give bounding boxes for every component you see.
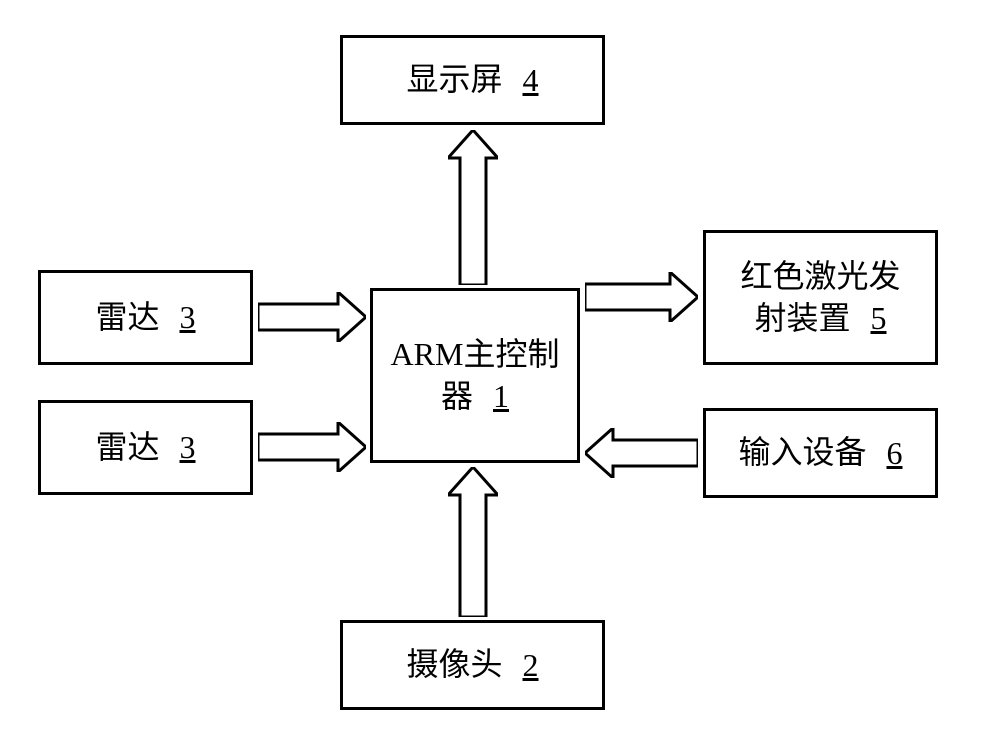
input-label-row: 输入设备 6 <box>738 432 902 474</box>
radar2-number: 3 <box>180 429 196 466</box>
controller-label-line1: ARM主控制 <box>391 334 560 376</box>
radar2-label: 雷达 <box>95 427 159 469</box>
radar2-box: 雷达 3 <box>38 400 253 495</box>
radar1-box: 雷达 3 <box>38 270 253 365</box>
laser-label-line2: 射装置 <box>754 298 850 340</box>
radar1-label-row: 雷达 3 <box>95 297 195 339</box>
camera-label: 摄像头 <box>406 644 502 686</box>
display-label-row: 显示屏 4 <box>406 59 538 101</box>
controller-box: ARM主控制 器 1 <box>370 288 580 463</box>
camera-label-row: 摄像头 2 <box>406 644 538 686</box>
radar1-label: 雷达 <box>95 297 159 339</box>
arrow-radar2-to-controller <box>258 422 366 472</box>
camera-number: 2 <box>523 647 539 684</box>
input-box: 输入设备 6 <box>703 408 938 498</box>
controller-label-row2: 器 1 <box>441 376 509 418</box>
camera-box: 摄像头 2 <box>340 620 605 710</box>
arrow-radar1-to-controller <box>258 292 366 342</box>
display-label: 显示屏 <box>406 59 502 101</box>
controller-number: 1 <box>493 378 509 415</box>
radar1-number: 3 <box>180 299 196 336</box>
arrow-camera-to-controller <box>448 467 498 617</box>
display-number: 4 <box>523 62 539 99</box>
input-number: 6 <box>887 435 903 472</box>
arrow-controller-to-display <box>448 130 498 285</box>
controller-label-line2: 器 <box>441 376 473 418</box>
radar2-label-row: 雷达 3 <box>95 427 195 469</box>
arrow-controller-to-laser <box>585 272 698 322</box>
laser-label-line1: 红色激光发 <box>740 256 900 298</box>
input-label: 输入设备 <box>738 432 866 474</box>
laser-number: 5 <box>871 300 887 337</box>
laser-label-row2: 射装置 5 <box>754 298 886 340</box>
display-box: 显示屏 4 <box>340 35 605 125</box>
laser-box: 红色激光发 射装置 5 <box>703 230 938 365</box>
arrow-input-to-controller <box>585 428 698 478</box>
